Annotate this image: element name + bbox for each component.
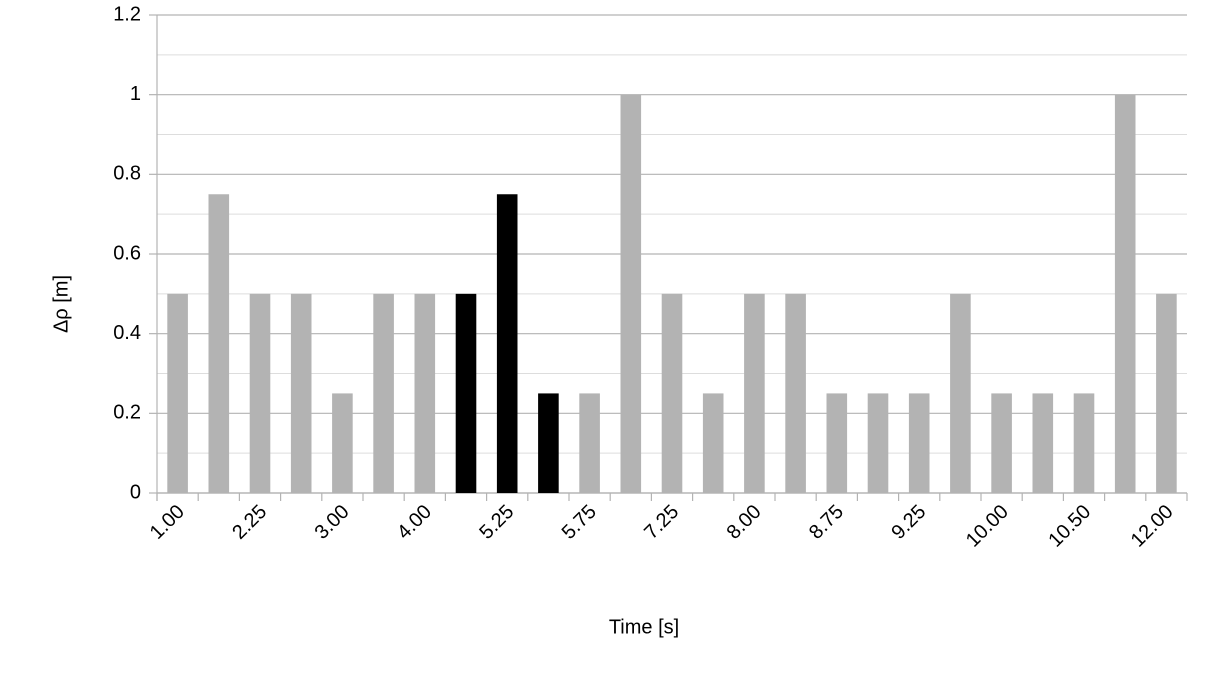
bar xyxy=(249,293,271,493)
bar xyxy=(991,393,1012,493)
x-tick-label: 1.00 xyxy=(146,501,189,544)
x-tick-label: 2.25 xyxy=(228,501,271,544)
bar xyxy=(908,393,930,493)
bar xyxy=(1114,94,1136,494)
bar xyxy=(1156,293,1177,493)
y-tick-label: 1.2 xyxy=(113,3,141,25)
x-tick-label: 5.25 xyxy=(475,501,518,544)
x-tick-label: 5.75 xyxy=(558,501,601,544)
bar xyxy=(414,293,436,493)
x-tick-label: 10.00 xyxy=(962,501,1013,552)
y-tick-label: 0.6 xyxy=(113,242,141,264)
bar xyxy=(496,194,518,493)
bar xyxy=(661,293,683,493)
x-tick-label: 3.00 xyxy=(311,501,354,544)
bar xyxy=(332,393,353,493)
bar xyxy=(579,393,600,493)
y-tick-label: 0 xyxy=(130,481,141,503)
bar xyxy=(1032,393,1054,493)
bar xyxy=(455,293,477,493)
bar xyxy=(744,293,765,493)
bar xyxy=(538,393,559,493)
x-tick-label: 7.25 xyxy=(640,501,683,544)
bar xyxy=(826,393,848,493)
x-axis-title: Time [s] xyxy=(609,616,679,638)
bar xyxy=(620,94,642,494)
x-tick-label: 9.25 xyxy=(887,501,930,544)
y-axis-title: Δρ [m] xyxy=(50,275,72,333)
bar xyxy=(290,293,312,493)
x-tick-label: 8.75 xyxy=(805,501,848,544)
bar xyxy=(867,393,889,493)
x-tick-label: 10.50 xyxy=(1044,501,1095,552)
bar xyxy=(167,293,188,493)
bar xyxy=(785,293,806,493)
y-tick-label: 0.8 xyxy=(113,163,141,185)
x-tick-label: 12.00 xyxy=(1127,501,1178,552)
y-tick-label: 0.4 xyxy=(113,322,141,344)
bar xyxy=(373,293,394,493)
bar xyxy=(1073,393,1095,493)
x-tick-label: 8.00 xyxy=(723,501,766,544)
y-tick-label: 0.2 xyxy=(113,402,141,424)
y-tick-label: 1 xyxy=(130,83,141,105)
x-tick-label: 4.00 xyxy=(393,501,436,544)
bar xyxy=(208,194,230,493)
bar xyxy=(702,393,724,493)
bar xyxy=(950,293,971,493)
